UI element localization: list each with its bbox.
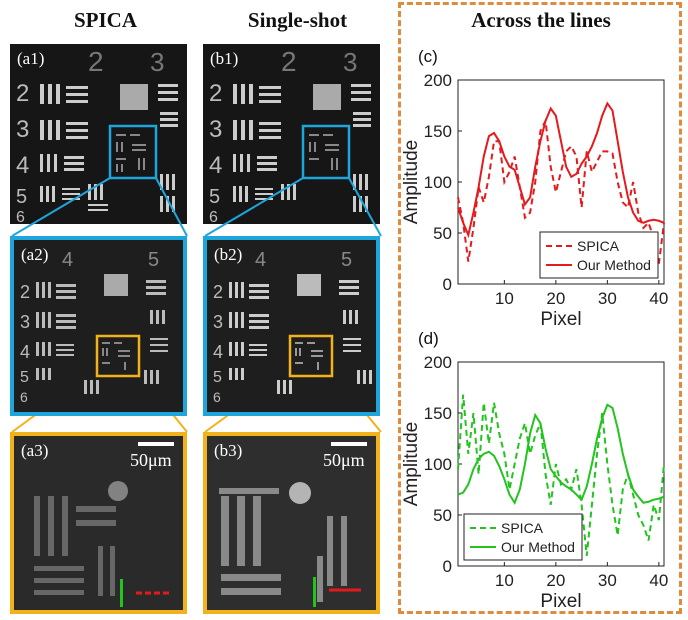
panel-b3-zoom: (b3) 50μm xyxy=(203,432,380,614)
svg-text:6: 6 xyxy=(16,209,25,224)
svg-text:3: 3 xyxy=(16,116,29,143)
svg-text:4: 4 xyxy=(209,152,222,179)
legend-label-1: Our Method xyxy=(577,257,651,273)
zoom-box-yellow xyxy=(95,334,141,378)
x-tick-label: 10 xyxy=(495,571,514,590)
green-line-marker xyxy=(313,577,316,607)
x-tick-label: 40 xyxy=(649,571,668,590)
y-tick-label: 200 xyxy=(424,71,452,90)
svg-text:5: 5 xyxy=(148,249,159,271)
plot-d: (d) 0 50 100 150 200 10 20 30 40 Pixel Amplitude SPI… xyxy=(401,329,668,612)
panel-label: (c) xyxy=(418,47,438,66)
x-axis-label: Pixel xyxy=(540,591,581,612)
y-tick-label: 150 xyxy=(424,122,452,141)
zoom-image-smooth xyxy=(219,482,361,607)
panel-label-b2: (b2) xyxy=(214,245,243,264)
plot-c: (c) 0 50 100 150 200 10 20 30 40 Pixel Amplitude SPI… xyxy=(401,47,668,330)
panel-a1-usaf-target: 2 3 2 3 4 5 6 xyxy=(10,44,187,224)
y-tick-label: 50 xyxy=(433,224,452,243)
panel-label-b3: (b3) xyxy=(214,441,243,460)
zoom-box-blue xyxy=(108,124,158,180)
column-title-spica: SPICA xyxy=(73,8,137,32)
y-tick-label: 0 xyxy=(443,557,452,576)
y-tick-label: 0 xyxy=(443,275,452,294)
panel-label-a3: (a3) xyxy=(21,441,49,460)
scale-label: 50μm xyxy=(130,450,172,470)
svg-text:4: 4 xyxy=(20,342,30,362)
svg-text:3: 3 xyxy=(343,47,357,77)
green-line-marker xyxy=(120,579,123,607)
panel-a3-zoom: (a3) 50μm xyxy=(10,432,187,614)
svg-text:2: 2 xyxy=(213,282,223,302)
svg-text:4: 4 xyxy=(255,249,266,271)
y-tick-label: 150 xyxy=(424,404,452,423)
y-tick-label: 200 xyxy=(424,353,452,372)
panel-label-b1: (b1) xyxy=(210,49,239,68)
column-title-single-shot: Single-shot xyxy=(247,8,348,32)
y-tick-label: 100 xyxy=(424,455,452,474)
panel-b1-usaf-target: 2 3 2 3 4 5 6 xyxy=(203,44,380,224)
x-tick-label: 20 xyxy=(546,571,565,590)
y-tick-label: 100 xyxy=(424,173,452,192)
panel-label-a2: (a2) xyxy=(21,245,49,264)
x-tick-label: 30 xyxy=(598,571,617,590)
svg-text:4: 4 xyxy=(213,342,223,362)
svg-text:2: 2 xyxy=(88,46,104,77)
svg-text:3: 3 xyxy=(20,312,30,332)
legend-label-0: SPICA xyxy=(501,520,544,536)
zoom-box-yellow xyxy=(288,334,334,378)
svg-text:4: 4 xyxy=(62,249,73,271)
x-tick-label: 10 xyxy=(495,289,514,308)
plots-frame xyxy=(398,2,682,614)
svg-text:3: 3 xyxy=(150,47,164,77)
legend-label-0: SPICA xyxy=(577,238,620,254)
svg-text:5: 5 xyxy=(341,249,352,271)
legend-label-1: Our Method xyxy=(501,539,575,555)
x-axis-label: Pixel xyxy=(540,309,581,330)
svg-text:6: 6 xyxy=(20,389,28,405)
svg-text:5: 5 xyxy=(213,369,222,386)
x-tick-label: 20 xyxy=(546,289,565,308)
usaf-target-image: 2 3 2 3 4 5 6 xyxy=(209,46,371,224)
zoom-image: 4 5 2 3 4 5 6 xyxy=(213,249,372,405)
panel-label: (d) xyxy=(418,329,439,348)
legend-box xyxy=(539,231,659,279)
column-title-across-lines: Across the lines xyxy=(471,8,611,32)
legend-box xyxy=(463,513,583,561)
zoom-image-noisy xyxy=(34,481,170,607)
svg-text:6: 6 xyxy=(209,209,218,224)
svg-text:5: 5 xyxy=(20,369,29,386)
svg-text:6: 6 xyxy=(213,389,221,405)
panel-label-a1: (a1) xyxy=(17,49,45,68)
scale-bar xyxy=(138,442,174,446)
scale-bar xyxy=(331,442,367,446)
svg-text:3: 3 xyxy=(213,312,223,332)
panel-b2-zoom: 4 5 2 3 4 5 6 xyxy=(203,236,380,416)
y-axis-label: Amplitude xyxy=(401,140,422,225)
scale-label: 50μm xyxy=(323,450,365,470)
x-tick-label: 30 xyxy=(598,289,617,308)
series-line-1 xyxy=(457,101,665,239)
svg-text:2: 2 xyxy=(281,46,297,77)
y-tick-label: 50 xyxy=(433,506,452,525)
zoom-image: 4 5 2 3 4 5 6 xyxy=(20,249,168,405)
x-tick-label: 40 xyxy=(649,289,668,308)
panel-a2-zoom: 4 5 2 3 4 5 6 xyxy=(10,236,187,416)
svg-text:4: 4 xyxy=(16,152,29,179)
zoom-box-blue xyxy=(301,124,351,180)
svg-text:5: 5 xyxy=(209,186,220,208)
svg-text:3: 3 xyxy=(209,116,222,143)
series-line-1 xyxy=(457,403,665,505)
usaf-target-image: 2 3 2 3 4 5 6 xyxy=(16,46,178,224)
svg-text:2: 2 xyxy=(209,80,222,107)
y-axis-label: Amplitude xyxy=(401,422,422,507)
svg-text:2: 2 xyxy=(20,282,30,302)
svg-text:2: 2 xyxy=(16,80,29,107)
svg-text:5: 5 xyxy=(16,186,27,208)
series-line-0 xyxy=(457,394,665,556)
